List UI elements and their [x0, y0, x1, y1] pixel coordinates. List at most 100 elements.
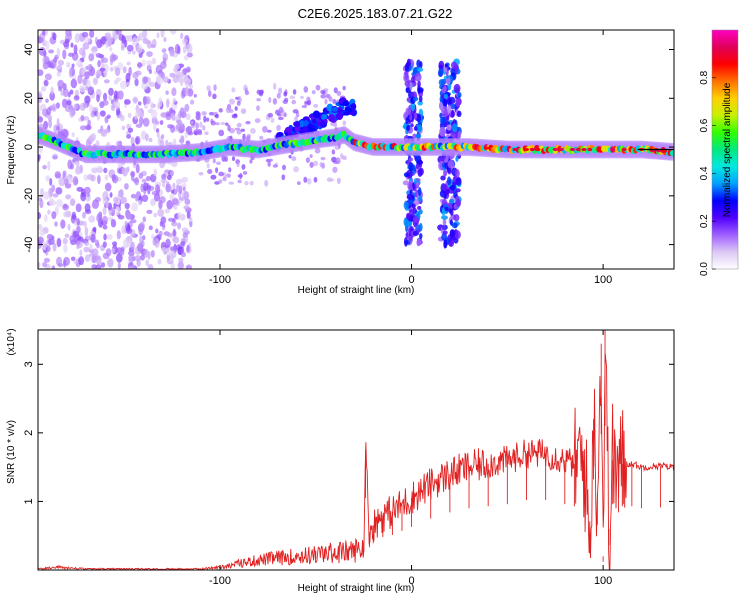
heatmap-cell [44, 56, 50, 65]
heatmap-cell [49, 91, 55, 101]
heatmap-cell [309, 154, 313, 158]
heatmap-cell [54, 171, 61, 179]
y-tick-label: 0 [23, 144, 35, 150]
heatmap-cell [58, 86, 63, 92]
heatmap-cell [409, 81, 413, 91]
heatmap-cell [417, 187, 422, 197]
colorbar: 0.0 0.2 0.4 0.6 0.8 Normalized spectral ampl… [699, 29, 739, 276]
heatmap-cell [61, 82, 66, 90]
heatmap-cell [62, 170, 67, 175]
heatmap-cell [124, 99, 131, 105]
heatmap-cell [56, 126, 60, 131]
heatmap-cell [185, 66, 191, 73]
heatmap-cell [416, 113, 422, 123]
heatmap-cell [342, 85, 346, 91]
heatmap-cell [71, 256, 75, 261]
heatmap-cell [38, 236, 44, 245]
colorbar-tick-label: 0.2 [699, 214, 710, 228]
heatmap-cell [56, 71, 62, 77]
heatmap-cell [184, 86, 190, 97]
heatmap-cell [74, 166, 82, 175]
heatmap-cell [206, 85, 211, 92]
spectrogram-x-ticks: -100 0 100 [209, 30, 612, 286]
heatmap-cell [406, 213, 411, 220]
heatmap-cell [157, 258, 162, 265]
heatmap-cell [249, 180, 254, 186]
heatmap-cell [141, 178, 147, 183]
heatmap-cell [292, 89, 297, 95]
heatmap-cell [126, 44, 134, 52]
heatmap-cell [64, 233, 70, 238]
heatmap-cell [56, 256, 63, 267]
heatmap-cell [73, 95, 80, 101]
heatmap-cell [76, 218, 80, 226]
heatmap-cell [120, 45, 125, 51]
heatmap-cell [138, 32, 144, 41]
heatmap-cell [38, 46, 46, 56]
heatmap-cell [88, 53, 95, 62]
heatmap-cell [89, 243, 93, 252]
heatmap-cell [165, 139, 169, 147]
heatmap-cell [126, 134, 132, 139]
heatmap-cell [82, 42, 90, 50]
heatmap-cell [79, 125, 87, 131]
heatmap-cell [52, 242, 57, 252]
x-tick-label: 0 [408, 274, 414, 286]
heatmap-cell [246, 133, 251, 139]
heatmap-cell [54, 221, 58, 227]
heatmap-cell [124, 183, 129, 190]
heatmap-cell [273, 98, 277, 104]
heatmap-cell [439, 126, 446, 137]
heatmap-cell [142, 117, 150, 127]
heatmap-cell [336, 177, 341, 185]
heatmap-cell [160, 216, 167, 225]
heatmap-cell [51, 184, 56, 192]
heatmap-cell [115, 253, 123, 263]
heatmap-cell [62, 237, 68, 245]
heatmap-cell [414, 111, 418, 121]
heatmap-cell [312, 110, 321, 119]
y-tick-label: -40 [23, 237, 35, 253]
heatmap-cell [183, 205, 190, 210]
heatmap-cell [47, 160, 51, 171]
heatmap-cell [92, 77, 99, 85]
heatmap-cell [291, 99, 296, 105]
x-tick-label: 100 [594, 575, 612, 587]
heatmap-cell [183, 54, 189, 61]
heatmap-cell [69, 107, 75, 118]
heatmap-cell [242, 170, 248, 175]
heatmap-cell [119, 80, 127, 90]
heatmap-cell [112, 30, 117, 40]
heatmap-cell [106, 234, 113, 240]
heatmap-cell [88, 104, 94, 112]
heatmap-cell [117, 189, 124, 198]
heatmap-cell [87, 64, 92, 71]
heatmap-cell [447, 159, 455, 169]
heatmap-cell [71, 51, 79, 61]
heatmap-cell [413, 126, 418, 131]
heatmap-cell [336, 90, 342, 96]
heatmap-cell [131, 37, 139, 47]
heatmap-cell [408, 209, 415, 216]
heatmap-cell [155, 184, 161, 195]
heatmap-cell [350, 102, 357, 110]
heatmap-cell [38, 37, 44, 44]
heatmap-cell [331, 106, 339, 112]
heatmap-cell [51, 103, 57, 112]
heatmap-cell [75, 203, 82, 213]
heatmap-cell [225, 106, 232, 114]
heatmap-cell [70, 78, 78, 89]
heatmap-cell [416, 238, 421, 247]
heatmap-cell [86, 99, 90, 107]
heatmap-cell [207, 168, 213, 174]
heatmap-cell [403, 172, 410, 178]
heatmap-cells [38, 30, 674, 269]
heatmap-cell [126, 61, 131, 66]
heatmap-cell [446, 124, 452, 131]
heatmap-cell [130, 193, 137, 199]
spectrogram-frame [37, 29, 675, 270]
heatmap-cell [169, 170, 174, 176]
heatmap-cell [441, 207, 445, 217]
heatmap-cell [441, 233, 448, 241]
heatmap-cell [115, 205, 121, 216]
